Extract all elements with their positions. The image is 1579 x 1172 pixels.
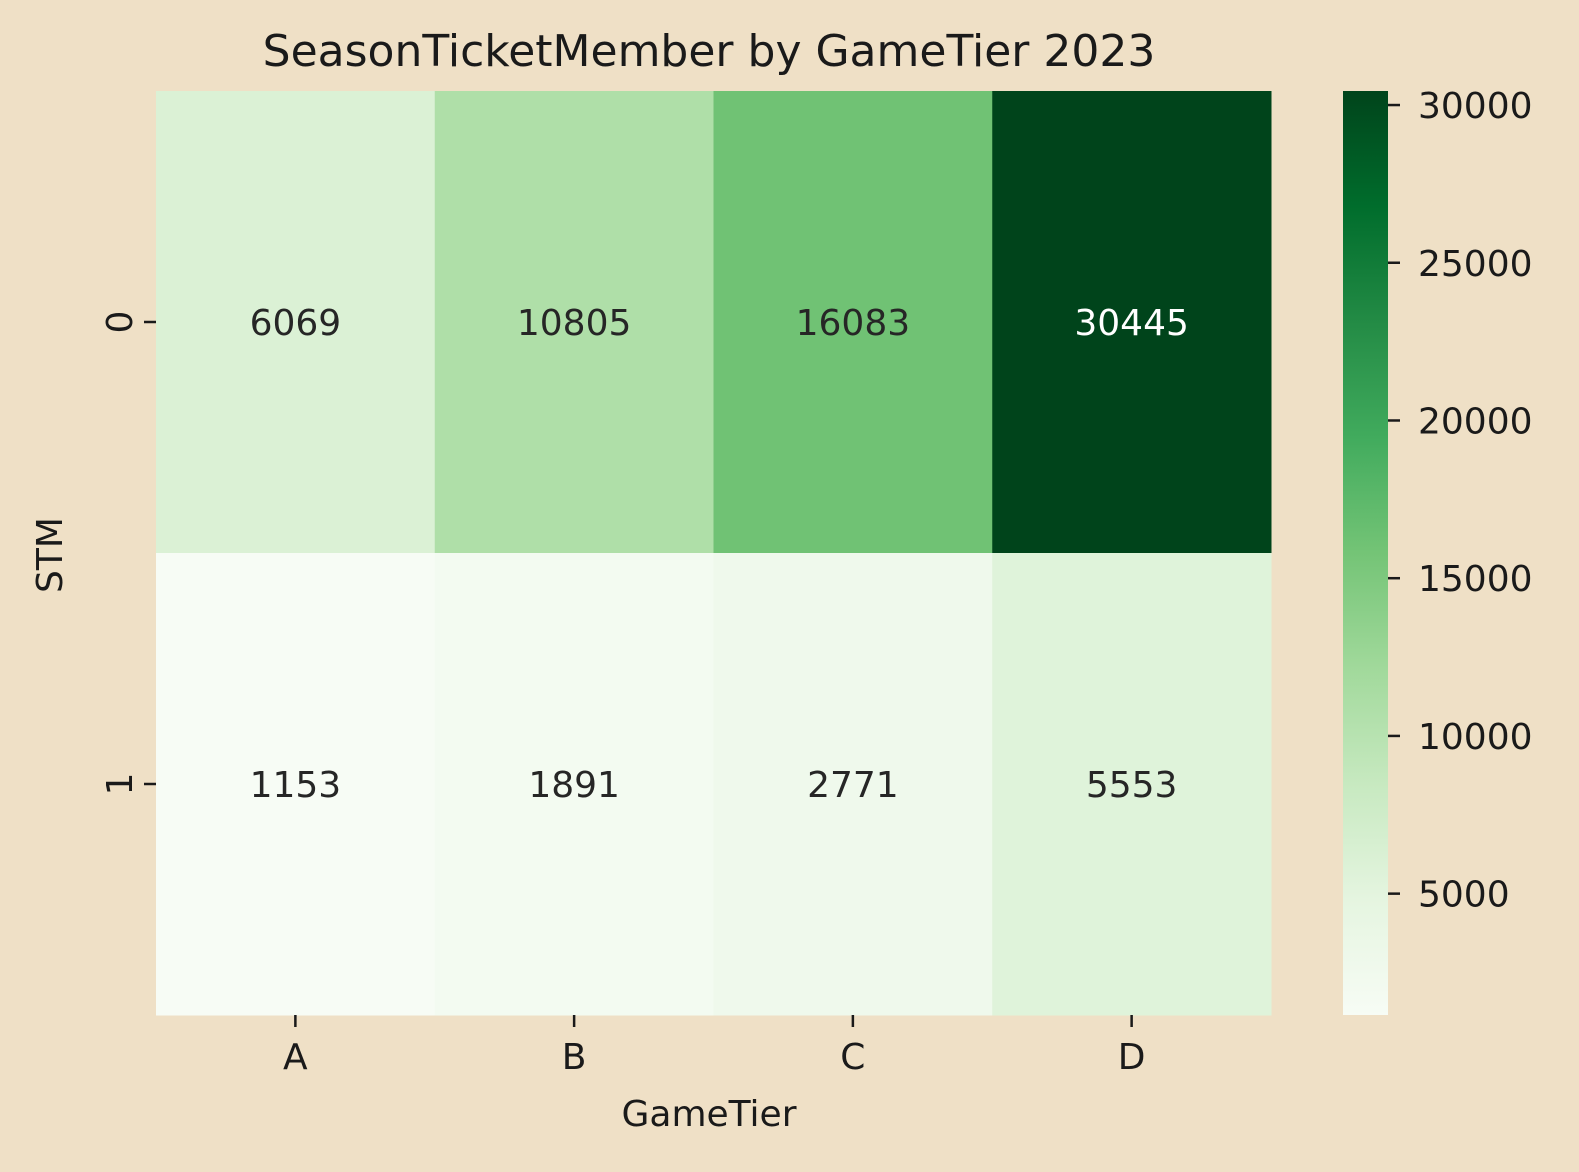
colorbar-tick-label: 5000 <box>1418 875 1510 916</box>
heatmap-cell-0-A <box>156 91 436 554</box>
colorbar-tick-label: 20000 <box>1418 401 1533 442</box>
x-tick-label: B <box>562 1037 587 1078</box>
colorbar-tick-label: 15000 <box>1418 559 1533 600</box>
cell-value-label: 10805 <box>517 303 632 344</box>
x-tick-label: C <box>840 1037 865 1078</box>
y-tick-label: 1 <box>100 773 141 796</box>
colorbar <box>1343 91 1388 1015</box>
cell-value-label: 30445 <box>1074 303 1189 344</box>
cell-value-label: 6069 <box>250 303 342 344</box>
cell-value-label: 1153 <box>250 765 342 806</box>
colorbar-tick-label: 30000 <box>1418 86 1533 127</box>
heatmap-cell-1-B <box>434 553 714 1016</box>
x-tick-label: D <box>1118 1037 1146 1078</box>
x-tick-label: A <box>283 1037 308 1078</box>
y-axis-label: STM <box>30 517 71 593</box>
x-axis-label: GameTier <box>621 1094 796 1135</box>
heatmap-cells <box>156 91 1272 1016</box>
cell-value-label: 16083 <box>796 303 911 344</box>
heatmap-cell-1-D <box>992 553 1272 1016</box>
y-axis: 01 <box>100 311 156 796</box>
y-tick-label: 0 <box>100 311 141 334</box>
heatmap-cell-0-D <box>992 91 1272 554</box>
colorbar-ticks: 5000 10000 15000 20000 25000 30000 <box>1388 86 1533 916</box>
cell-value-label: 2771 <box>807 765 899 806</box>
heatmap-cell-1-C <box>713 553 993 1016</box>
x-axis: A B C D <box>283 1015 1145 1078</box>
cell-value-label: 1891 <box>528 765 620 806</box>
heatmap-cell-1-A <box>156 553 436 1016</box>
heatmap-cell-0-B <box>434 91 714 554</box>
colorbar-tick-label: 25000 <box>1418 244 1533 285</box>
cell-annotations: 6069 10805 16083 30445 1153 1891 2771 5553 <box>250 303 1189 806</box>
heatmap-cell-0-C <box>713 91 993 554</box>
cell-value-label: 5553 <box>1086 765 1178 806</box>
colorbar-tick-label: 10000 <box>1418 717 1533 758</box>
chart-title: SeasonTicketMember by GameTier 2023 <box>263 26 1156 77</box>
